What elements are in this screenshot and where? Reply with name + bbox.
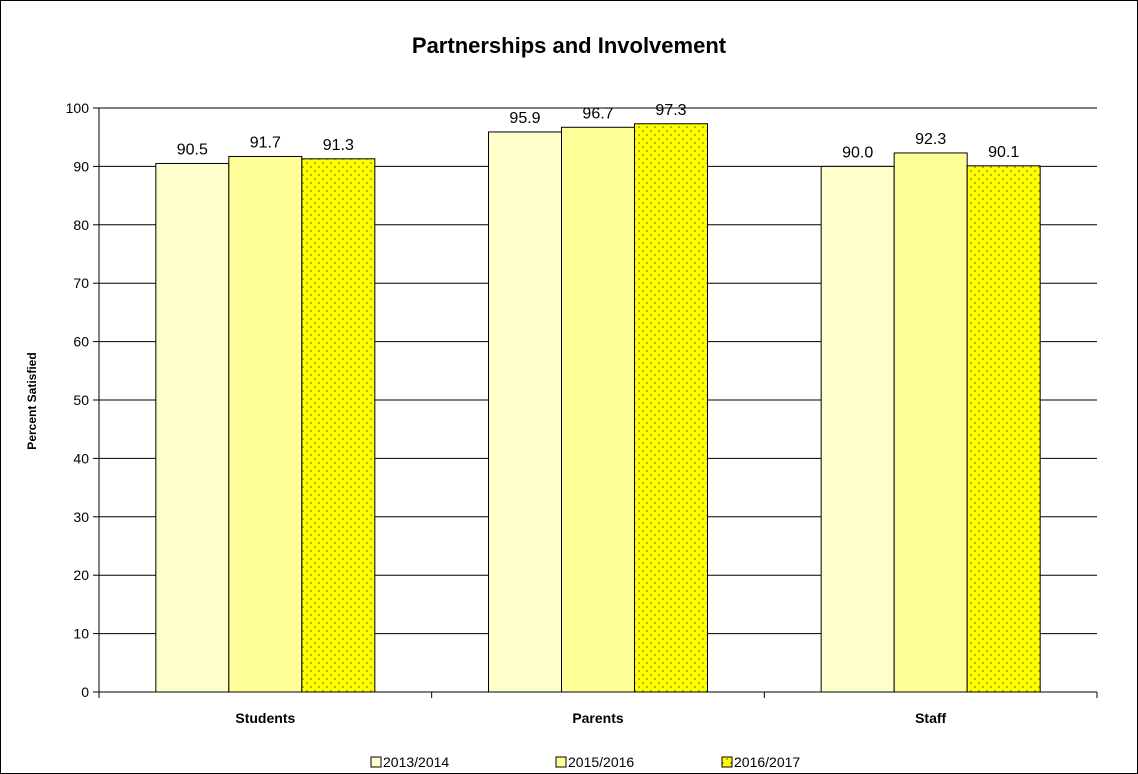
y-tick-labels: 0 10 20 30 40 50 60 70 80 90 100: [66, 100, 90, 700]
y-tick-label: 30: [73, 509, 89, 525]
category-label: Parents: [572, 710, 624, 726]
data-label: 97.3: [655, 102, 686, 119]
y-tick-label: 90: [73, 158, 89, 174]
y-tick-label: 20: [73, 567, 89, 583]
data-label: 92.3: [915, 131, 946, 148]
y-tick-label: 40: [73, 450, 89, 466]
y-tick-label: 60: [73, 334, 89, 350]
legend-swatch: [555, 756, 567, 768]
data-label: 91.7: [250, 134, 281, 151]
bar: [561, 126, 635, 693]
y-tick-label: 10: [73, 626, 89, 642]
data-labels: 90.5 91.7 91.3 95.9 96.7 97.3 90.0 92.3 90.1: [177, 102, 1020, 162]
bar: [966, 165, 1041, 693]
data-label: 90.5: [177, 141, 208, 158]
data-label: 90.0: [842, 144, 873, 161]
y-tick-label: 0: [81, 684, 89, 700]
category-label: Students: [235, 710, 295, 726]
axes: [98, 108, 1098, 698]
legend-swatch: [370, 756, 382, 768]
y-tick-label: 100: [66, 100, 90, 116]
legend: 2013/2014 2015/2016 2016/2017: [370, 754, 800, 770]
y-tick-label: 70: [73, 275, 89, 291]
legend-label: 2015/2016: [568, 754, 634, 770]
legend-swatch: [721, 756, 733, 768]
y-tick-label: 50: [73, 392, 89, 408]
bar: [155, 162, 230, 693]
bar: [893, 152, 968, 693]
category-labels: Students Parents Staff: [235, 710, 946, 726]
bar: [634, 123, 708, 693]
bar: [301, 158, 376, 693]
bar: [488, 131, 562, 693]
data-label: 95.9: [509, 110, 540, 127]
data-label: 90.1: [988, 144, 1019, 161]
bar: [820, 165, 895, 693]
category-label: Staff: [915, 710, 946, 726]
legend-label: 2016/2017: [734, 754, 800, 770]
data-label: 96.7: [582, 105, 613, 122]
legend-label: 2013/2014: [383, 754, 449, 770]
data-label: 91.3: [323, 137, 354, 154]
chart-title: Partnerships and Involvement: [412, 33, 727, 58]
y-tick-label: 80: [73, 217, 89, 233]
bar: [228, 155, 303, 693]
bars: [155, 123, 1041, 693]
y-axis-label: Percent Satisfied: [25, 352, 39, 449]
